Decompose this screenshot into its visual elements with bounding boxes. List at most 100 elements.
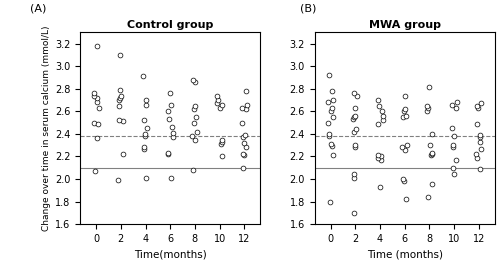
Point (450, 172, 458, 177)
Point (424, 109, 432, 113)
Point (477, 101, 485, 106)
Point (350, 172, 358, 177)
Point (327, 142, 335, 146)
Point (193, 130, 201, 134)
Point (164, 152, 172, 156)
Point (326, 199, 334, 204)
Point (142, 98, 150, 102)
Point (324, 120, 332, 125)
Point (328, 89, 336, 93)
Point (240, 166, 248, 170)
Point (351, 143, 359, 147)
Point (378, 118, 386, 123)
Point (114, 178, 122, 182)
Point (242, 89, 250, 93)
Point (214, 101, 222, 106)
Point (191, 80, 199, 84)
Point (400, 179, 408, 183)
Point (213, 93, 221, 98)
Point (164, 151, 172, 155)
Point (164, 109, 172, 113)
Point (116, 88, 124, 92)
Point (400, 109, 408, 113)
Point (167, 176, 175, 180)
Point (428, 151, 436, 155)
Point (166, 91, 174, 96)
Point (140, 145, 148, 150)
Point (353, 93, 361, 98)
Point (120, 152, 128, 156)
Point (325, 73, 333, 77)
Point (214, 98, 222, 102)
Point (218, 154, 226, 158)
Point (350, 117, 358, 122)
Point (328, 144, 336, 148)
Point (325, 132, 333, 136)
Point (90, 91, 98, 96)
Point (424, 84, 432, 89)
Point (476, 146, 484, 151)
Point (376, 158, 384, 162)
Point (92, 136, 100, 141)
Point (165, 117, 173, 122)
Point (450, 145, 458, 150)
Point (168, 135, 176, 139)
Point (93, 44, 101, 48)
Point (190, 120, 198, 125)
Point (189, 168, 197, 172)
Point (448, 102, 456, 107)
Point (191, 137, 199, 142)
Point (474, 156, 482, 160)
Point (140, 118, 148, 123)
Point (428, 181, 436, 186)
Point (374, 153, 382, 157)
Point (402, 197, 410, 201)
Point (401, 147, 409, 152)
Point (188, 134, 196, 138)
Point (90, 93, 98, 98)
Point (423, 103, 431, 108)
Point (352, 127, 360, 131)
Point (474, 106, 482, 110)
Point (324, 100, 332, 104)
Point (239, 135, 247, 139)
Point (142, 132, 150, 136)
Point (94, 100, 102, 104)
Point (400, 115, 407, 119)
Point (375, 103, 383, 108)
Point (351, 106, 359, 110)
Point (139, 74, 147, 79)
Point (476, 133, 484, 137)
Point (350, 211, 358, 215)
Point (218, 137, 226, 142)
Text: (B): (B) (300, 4, 316, 14)
Point (449, 143, 457, 147)
Point (168, 125, 176, 129)
Point (142, 176, 150, 180)
Point (329, 153, 337, 157)
Point (218, 102, 226, 107)
Point (472, 152, 480, 156)
Point (398, 177, 406, 181)
Point (143, 126, 151, 130)
Point (117, 93, 125, 98)
Point (398, 145, 406, 150)
Point (94, 122, 102, 126)
Title: MWA group: MWA group (369, 20, 441, 30)
Point (325, 134, 333, 138)
Point (192, 115, 200, 119)
Point (401, 107, 409, 111)
Point (92, 96, 100, 100)
Point (116, 53, 124, 57)
Point (327, 109, 335, 113)
Point (378, 109, 386, 113)
Point (168, 131, 176, 135)
Point (218, 140, 226, 144)
Point (350, 176, 358, 180)
Point (472, 122, 480, 126)
Point (240, 141, 248, 145)
Point (142, 102, 150, 107)
Point (239, 152, 247, 156)
Point (243, 102, 251, 107)
X-axis label: Time (months): Time (months) (367, 249, 443, 259)
